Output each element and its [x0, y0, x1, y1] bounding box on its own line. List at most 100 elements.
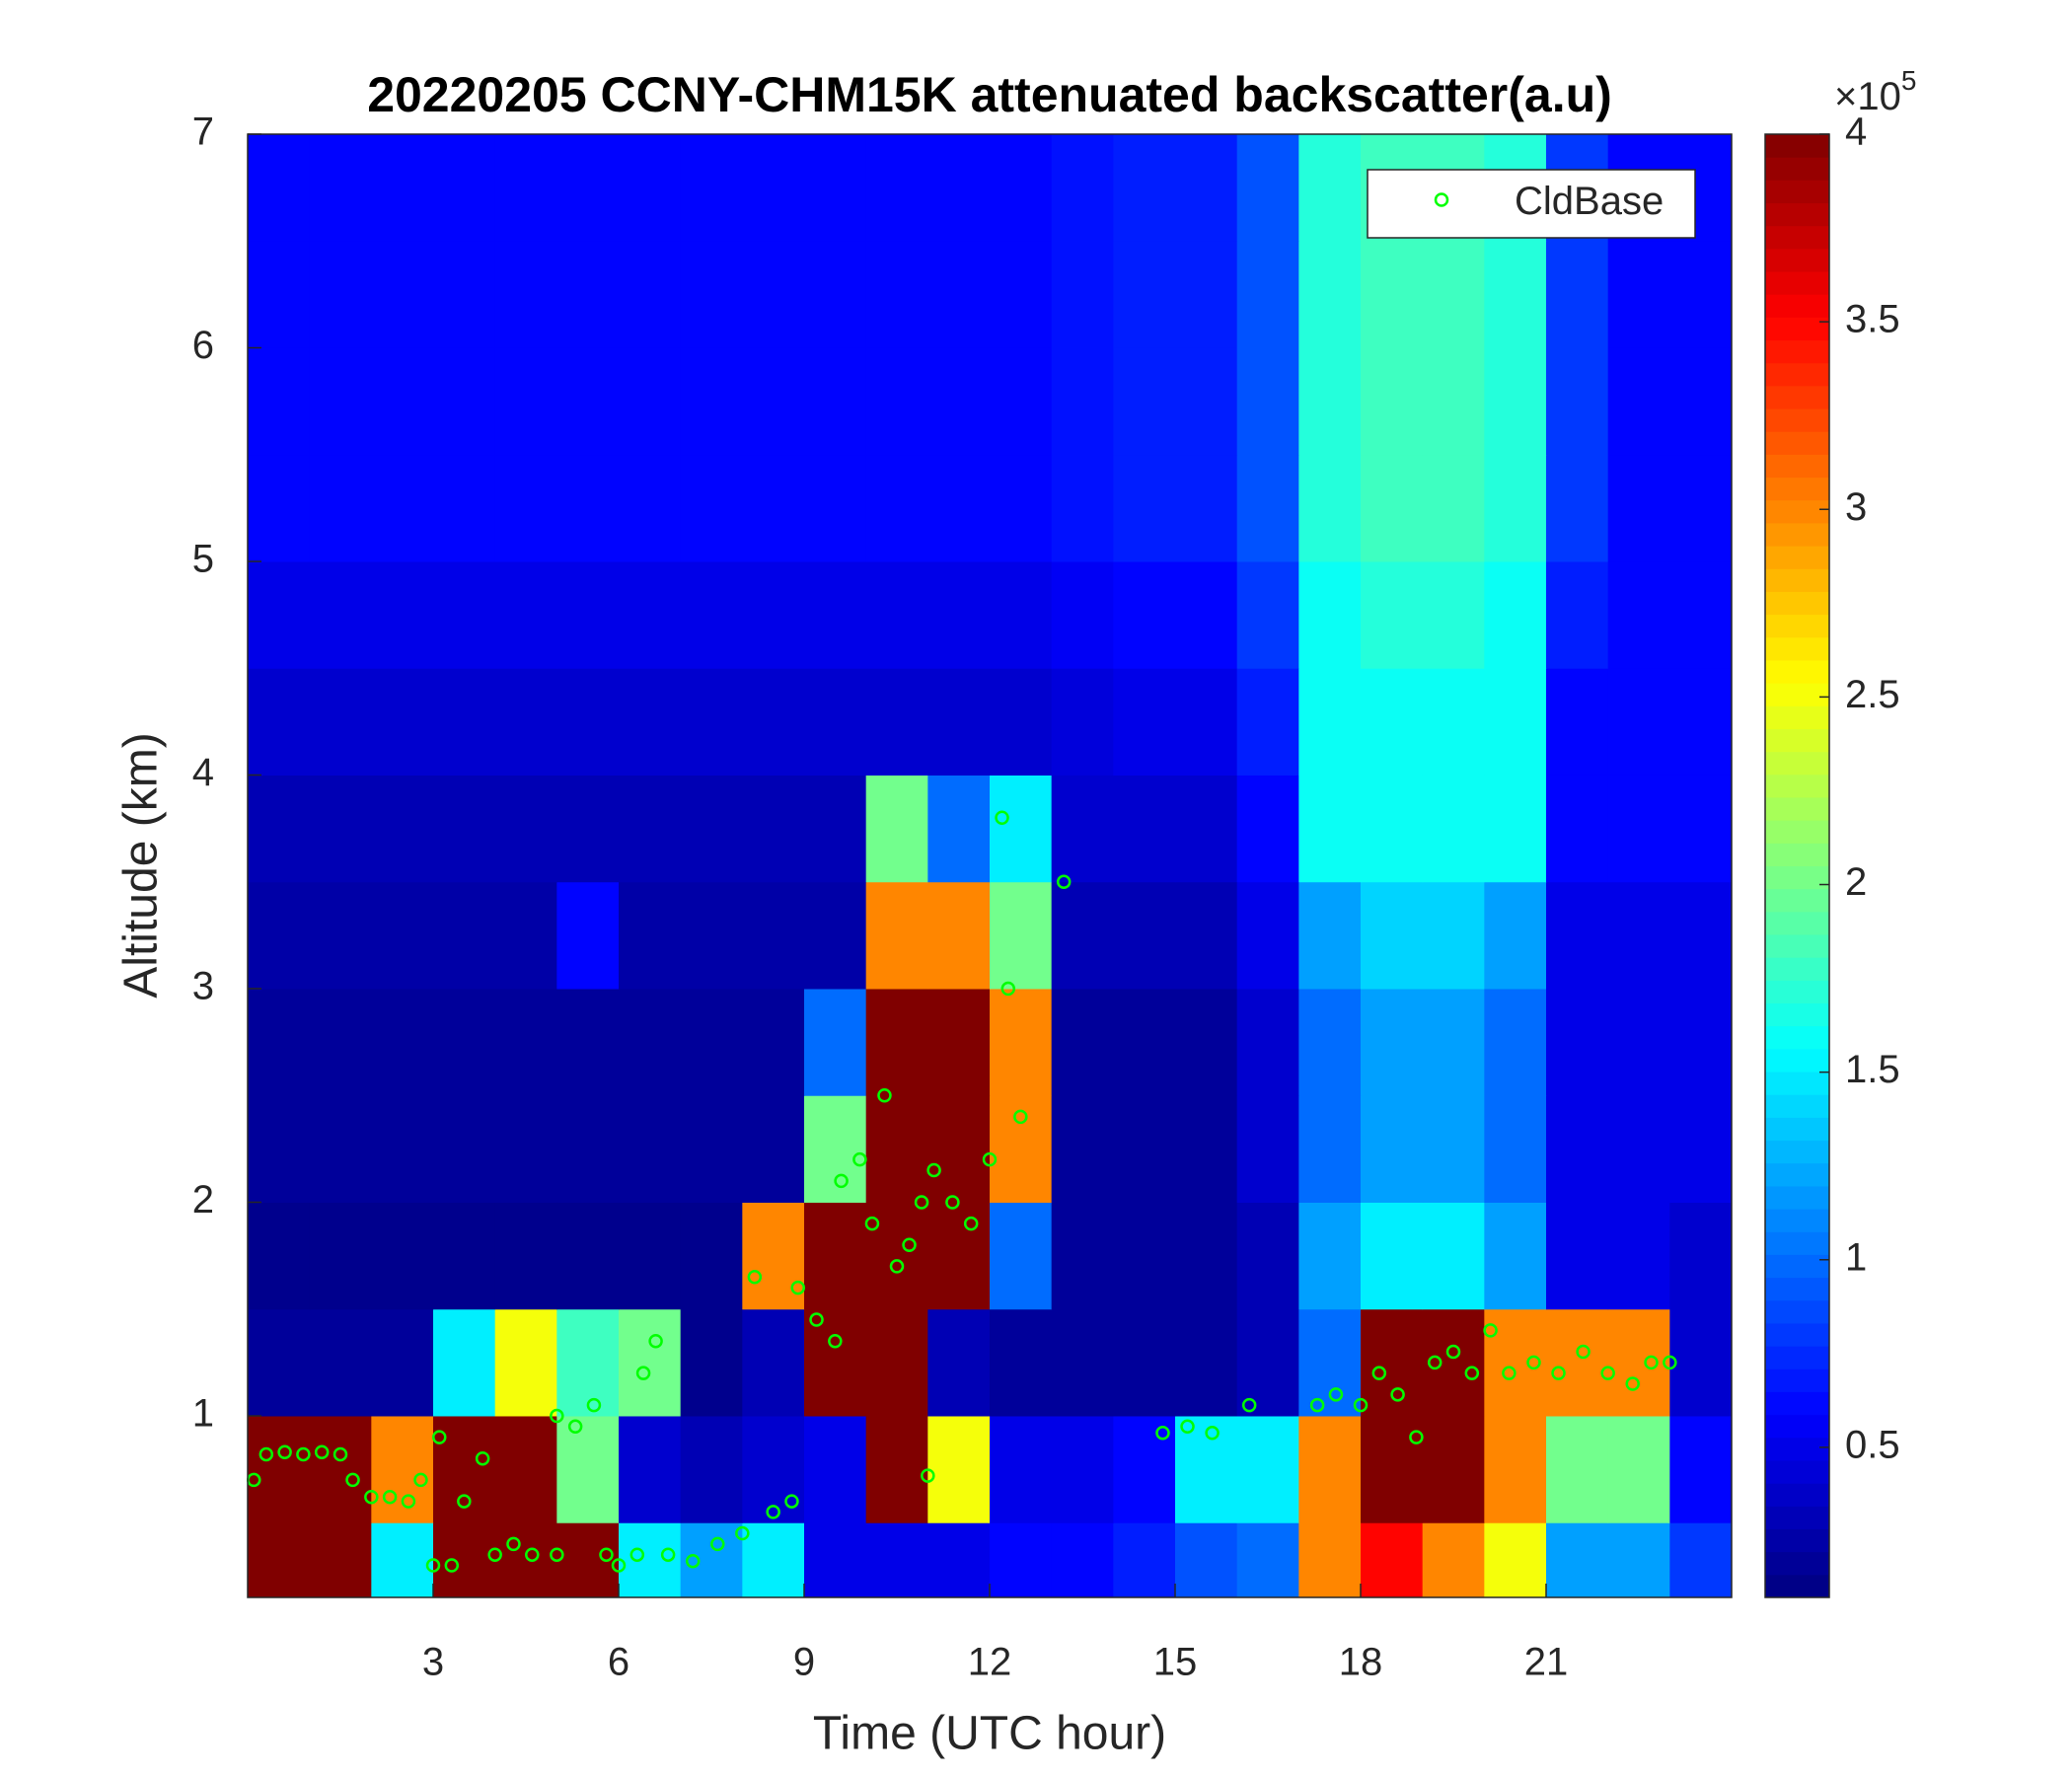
heatmap-cell: [1298, 1415, 1362, 1523]
heatmap-cell: [742, 241, 805, 348]
cloud-base-point: [1000, 981, 1016, 997]
cloud-base-point: [1644, 1355, 1659, 1370]
heatmap-cell: [1175, 241, 1238, 348]
heatmap-cell: [1361, 775, 1424, 883]
heatmap-cell: [680, 1202, 743, 1310]
heatmap-cell: [248, 560, 311, 669]
heatmap-cell: [1361, 560, 1424, 669]
heatmap-cell: [990, 134, 1053, 242]
heatmap-cell: [248, 1202, 311, 1310]
heatmap-cell: [371, 134, 434, 242]
heatmap-cell: [1607, 1095, 1670, 1203]
colorbar-band: [1765, 980, 1829, 1004]
heatmap-cell: [1051, 881, 1114, 990]
heatmap-cell: [1361, 1095, 1424, 1203]
heatmap-cell: [433, 134, 496, 242]
colorbar-band: [1765, 1551, 1829, 1576]
heatmap-cell: [1422, 560, 1485, 669]
cloud-base-point: [1371, 1366, 1387, 1380]
cloud-base-point: [475, 1451, 490, 1466]
colorbar-band: [1765, 705, 1829, 729]
heatmap-cell: [865, 668, 928, 776]
heatmap-cell: [1175, 347, 1238, 456]
heatmap-cell: [309, 668, 372, 776]
heatmap-cell: [680, 881, 743, 990]
cloud-base-point: [877, 1087, 892, 1103]
heatmap-cell: [556, 1095, 620, 1203]
heatmap-cell: [927, 560, 991, 669]
colorbar-band: [1765, 1277, 1829, 1301]
heatmap-cell: [1051, 241, 1114, 348]
heatmap-cell: [433, 1308, 496, 1417]
heatmap-cell: [1175, 1522, 1238, 1598]
heatmap-cell: [556, 560, 620, 669]
heatmap-cell: [248, 1308, 311, 1417]
heatmap-cell: [990, 1415, 1053, 1523]
colorbar-band: [1765, 1162, 1829, 1187]
heatmap-cell: [1051, 454, 1114, 562]
heatmap-cell: [1422, 881, 1485, 990]
cloud-base-point: [413, 1472, 428, 1488]
colorbar-tick-label: 3: [1845, 485, 1867, 529]
heatmap-cell: [1484, 775, 1547, 883]
heatmap-cell: [309, 988, 372, 1096]
heatmap-cell: [990, 1202, 1053, 1310]
x-tick-label: 18: [1339, 1641, 1383, 1684]
heatmap-cell: [680, 775, 743, 883]
heatmap-cell: [619, 1095, 682, 1203]
colorbar-band: [1765, 796, 1829, 821]
cloud-base-point: [1502, 1366, 1517, 1380]
colorbar-frame: [1764, 133, 1830, 1598]
heatmap-cell: [1298, 454, 1362, 562]
heatmap-cell: [990, 881, 1053, 990]
cloud-base-point: [784, 1494, 799, 1509]
colorbar-band: [1765, 317, 1829, 341]
heatmap-cell: [1113, 454, 1176, 562]
colorbar-band: [1765, 1140, 1829, 1164]
heatmap-cell: [990, 1095, 1053, 1203]
heatmap-cell: [494, 668, 557, 776]
heatmap-cell: [433, 1522, 496, 1598]
cloud-base-point: [834, 1173, 849, 1189]
heatmap-cell: [1298, 1202, 1362, 1310]
heatmap-cell: [1113, 1522, 1176, 1598]
heatmap-cell: [619, 134, 682, 242]
heatmap-cell: [1236, 1095, 1299, 1203]
heatmap-cell: [865, 347, 928, 456]
cloud-base-point: [345, 1472, 360, 1488]
heatmap-cell: [804, 775, 867, 883]
heatmap-cell: [494, 1522, 557, 1598]
cloud-base-point: [296, 1446, 311, 1462]
colorbar-band: [1765, 134, 1829, 158]
x-tick-label: 21: [1524, 1641, 1569, 1684]
cloud-base-point: [567, 1419, 583, 1435]
y-tick-label: 3: [192, 965, 214, 1008]
heatmap-cell: [1175, 1308, 1238, 1417]
heatmap-cell: [680, 1522, 743, 1598]
colorbar-band: [1765, 934, 1829, 958]
cloud-base-point: [1464, 1366, 1480, 1380]
heatmap-cell: [1236, 454, 1299, 562]
heatmap-cell: [865, 134, 928, 242]
heatmap-cell: [1607, 881, 1670, 990]
heatmap-cell: [927, 134, 991, 242]
heatmap-cell: [494, 241, 557, 348]
heatmap-cell: [1051, 1095, 1114, 1203]
heatmap-cell: [371, 241, 434, 348]
heatmap-cell: [927, 668, 991, 776]
heatmap-cell: [1175, 1202, 1238, 1310]
cloud-base-point: [1551, 1366, 1566, 1380]
colorbar-band: [1765, 957, 1829, 981]
colorbar-band: [1765, 1025, 1829, 1050]
heatmap-cell: [619, 775, 682, 883]
heatmap-cell: [1607, 560, 1670, 669]
heatmap-cell: [1607, 241, 1670, 348]
heatmap-cell: [1546, 1415, 1609, 1523]
cloud-base-point: [995, 810, 1009, 826]
heatmap-cell: [1298, 347, 1362, 456]
heatmap-cell: [1051, 347, 1114, 456]
heatmap-cell: [1607, 1202, 1670, 1310]
heatmap-cell: [433, 1202, 496, 1310]
heatmap-cell: [556, 775, 620, 883]
